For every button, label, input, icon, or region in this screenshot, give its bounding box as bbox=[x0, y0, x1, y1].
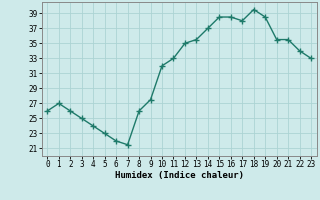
X-axis label: Humidex (Indice chaleur): Humidex (Indice chaleur) bbox=[115, 171, 244, 180]
